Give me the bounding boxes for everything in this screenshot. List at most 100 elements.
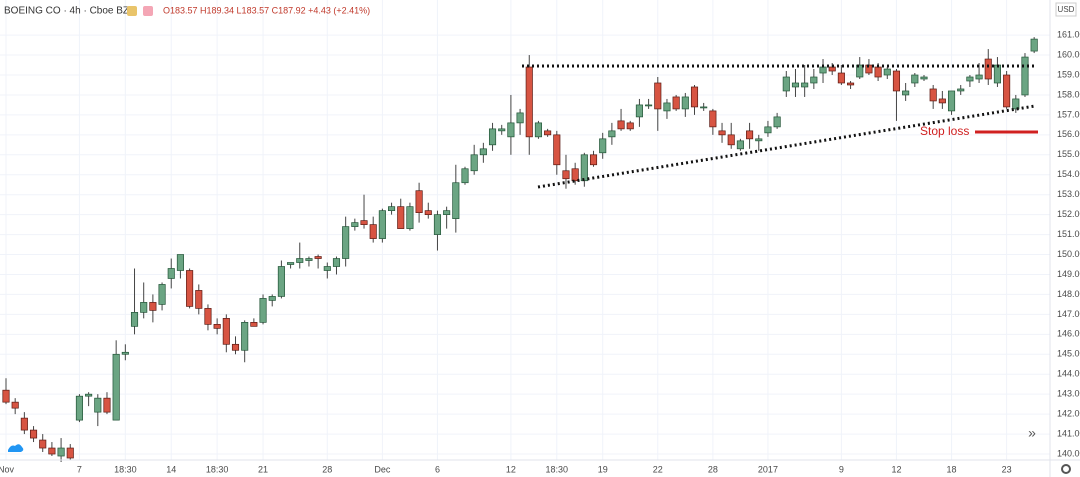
currency-box[interactable]: [1055, 2, 1077, 17]
candle-body: [782, 76, 790, 92]
candle-body: [415, 190, 423, 213]
symbol: BOEING CO · 4h · Cboe BZX: [4, 6, 136, 17]
candle-body: [700, 106, 708, 109]
y-tick-label: 160.00: [1057, 49, 1080, 59]
x-tick-label: 23: [1002, 464, 1012, 474]
candle-body: [369, 224, 377, 239]
candle-body: [993, 64, 1001, 84]
x-tick-label: 28: [322, 464, 332, 474]
candle-body: [544, 130, 552, 136]
candle-body: [75, 395, 83, 421]
candle-body: [443, 210, 451, 215]
candle-body: [837, 72, 845, 84]
candle-body: [847, 82, 855, 86]
grid: [0, 0, 1050, 460]
x-tick-label: 6: [435, 464, 440, 474]
candle-body: [534, 122, 542, 138]
y-tick-label: 154.00: [1057, 169, 1080, 179]
candle-body: [296, 258, 304, 263]
candle-body: [103, 397, 111, 413]
candle-body: [85, 393, 93, 397]
candle-body: [635, 104, 643, 118]
candle-body: [479, 148, 487, 156]
x-tick-label: 18:30: [114, 464, 137, 474]
candle-body: [176, 254, 184, 271]
candle-body: [342, 226, 350, 259]
y-tick-label: 156.00: [1057, 129, 1080, 139]
candle-body: [470, 154, 478, 172]
candle-body: [755, 138, 763, 142]
y-tick-label: 151.00: [1057, 229, 1080, 239]
candle-body: [801, 82, 809, 88]
candle-body: [433, 214, 442, 235]
candle-body: [277, 266, 285, 297]
candle-body: [213, 324, 221, 329]
candle-body: [452, 182, 460, 219]
candle-body: [314, 256, 322, 259]
icon[interactable]: [143, 6, 153, 16]
candle-body: [626, 122, 634, 130]
candle-body: [599, 138, 607, 154]
candle-body: [874, 66, 882, 78]
candle-body: [608, 130, 616, 138]
candle-body: [938, 98, 946, 104]
y-tick-label: 145.00: [1057, 349, 1080, 359]
x-tick-label: 18:30: [546, 464, 569, 474]
candle-body: [121, 351, 129, 355]
candle-body: [654, 82, 662, 110]
y-tick-label: 159.00: [1057, 69, 1080, 79]
candle-body: [966, 76, 974, 82]
candle-body: [186, 270, 194, 307]
candle-body: [773, 116, 781, 128]
y-tick-label: 153.00: [1057, 189, 1080, 199]
candle-body: [892, 70, 901, 92]
candle-body: [1003, 74, 1011, 108]
candle-body: [241, 322, 249, 351]
trend-line: [537, 104, 1036, 189]
candle-body: [589, 154, 598, 166]
x-tick-label: 18: [947, 464, 957, 474]
candle-body: [525, 66, 533, 138]
candle-body: [287, 262, 295, 265]
candle-body: [617, 120, 625, 130]
candle-body: [553, 134, 561, 166]
x-tick-label: 9: [839, 464, 844, 474]
candle-body: [1012, 98, 1020, 110]
icon[interactable]: [127, 6, 137, 16]
candle-body: [828, 66, 836, 72]
y-tick-label: 161.00: [1057, 29, 1080, 39]
y-tick-label: 144.00: [1057, 369, 1080, 379]
candle-body: [39, 439, 47, 449]
candle-body: [388, 206, 396, 212]
candle-body: [332, 258, 341, 267]
candle-body: [48, 447, 56, 455]
settings[interactable]: [1061, 464, 1071, 474]
candle-body: [250, 322, 258, 327]
candle-body: [562, 170, 570, 180]
candle-body: [856, 64, 864, 78]
candle-body: [746, 130, 754, 140]
candle-body: [29, 429, 38, 439]
x-tick-label: 18:30: [206, 464, 229, 474]
candle-body: [791, 82, 800, 88]
candle-body: [57, 447, 65, 457]
scroll-button[interactable]: »: [1028, 425, 1036, 441]
x-tick-label: Dec: [374, 464, 391, 474]
x-tick-label: 22: [653, 464, 663, 474]
y-tick-label: 157.00: [1057, 109, 1080, 119]
candle-body: [195, 290, 203, 309]
candle-body: [957, 88, 965, 92]
y-tick-label: 148.00: [1057, 289, 1080, 299]
candle-body: [920, 76, 928, 80]
candle-body: [94, 397, 102, 413]
candle-body: [975, 74, 983, 80]
candle-body: [672, 96, 680, 110]
candle-body: [112, 353, 120, 421]
candle-body: [20, 417, 28, 431]
candle-body: [947, 90, 956, 112]
candle-body: [167, 268, 175, 279]
candle-body: [810, 76, 818, 84]
x-tick-label: 7: [77, 464, 82, 474]
y-tick-label: 141.00: [1057, 428, 1080, 438]
candle-body: [718, 130, 726, 136]
